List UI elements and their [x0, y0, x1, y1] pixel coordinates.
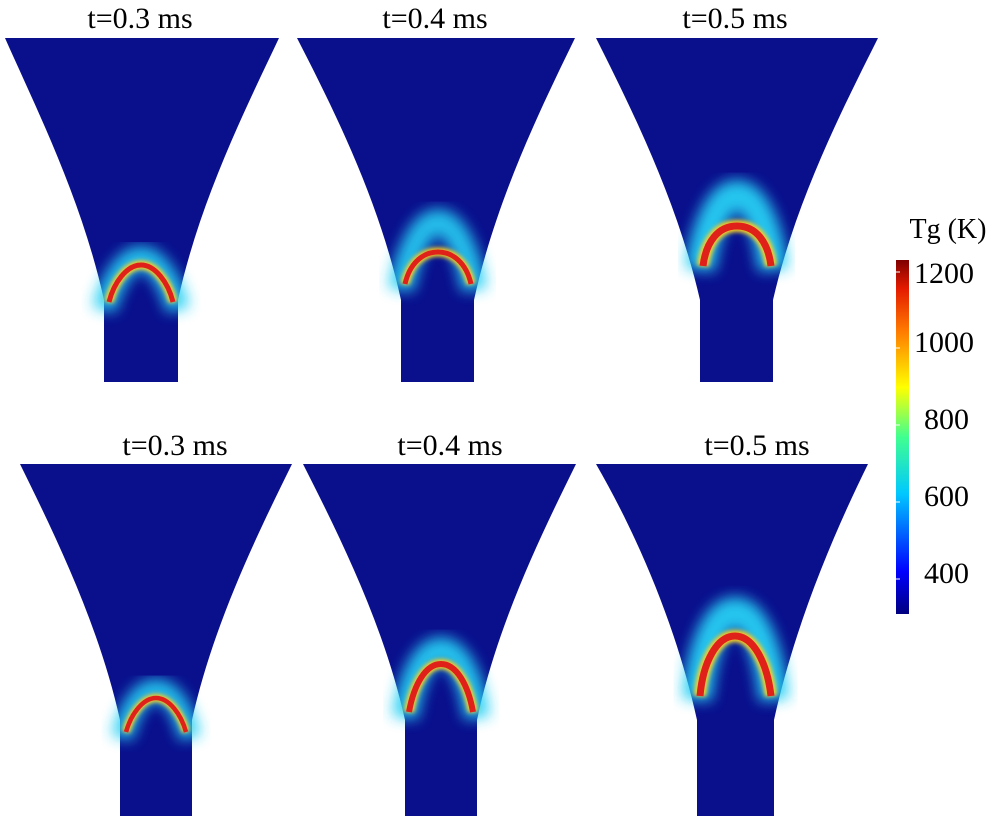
- panel-4-title: t=0.3 ms: [122, 429, 227, 462]
- colorbar-ticks: [896, 271, 900, 580]
- panel-3-flame: [685, 179, 788, 272]
- panel-5: t=0.4 ms: [303, 429, 576, 816]
- panel-6: t=0.5 ms: [596, 429, 868, 816]
- panel-1: t=0.3 ms: [5, 2, 279, 382]
- panel-4-domain: [20, 464, 292, 816]
- panel-4-flame: [111, 678, 201, 741]
- panel-5-flame: [392, 636, 490, 720]
- colorbar: Tg (K) 1200 1000 800 600 400: [896, 214, 986, 614]
- colorbar-title: Tg (K): [910, 214, 987, 245]
- colorbar-tick-label: 600: [924, 480, 969, 513]
- panel-2-title: t=0.4 ms: [382, 2, 487, 35]
- panel-2: t=0.4 ms: [297, 2, 575, 382]
- panel-2-flame: [388, 208, 487, 293]
- panel-4: t=0.3 ms: [20, 429, 292, 816]
- panel-3-title: t=0.5 ms: [682, 2, 787, 35]
- colorbar-tick-label: 1000: [914, 326, 974, 359]
- colorbar-tick-label: 1200: [914, 257, 974, 290]
- panel-5-title: t=0.4 ms: [397, 429, 502, 462]
- panel-3: t=0.5 ms: [596, 2, 878, 382]
- panel-1-title: t=0.3 ms: [87, 2, 192, 35]
- panel-6-flame: [682, 596, 789, 702]
- colorbar-tick-label: 400: [924, 557, 969, 590]
- panel-1-domain: [5, 38, 279, 382]
- colorbar-tick-label: 800: [924, 403, 969, 436]
- panel-6-title: t=0.5 ms: [704, 429, 809, 462]
- colorbar-gradient: [896, 260, 909, 614]
- panel-1-flame: [92, 245, 190, 314]
